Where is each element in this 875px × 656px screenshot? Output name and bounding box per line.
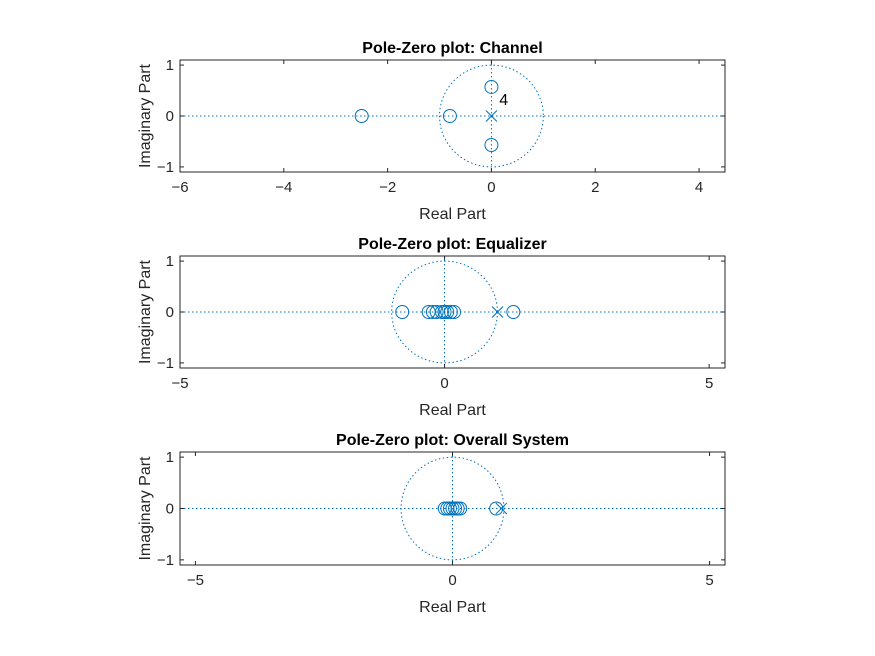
x-tick-label: 5 [705,572,713,589]
y-tick-label: 1 [166,449,174,466]
y-tick-label: 1 [166,57,174,74]
subplot-3: −5 0 5 −1 0 1 Pole-Zero plot: Overall System Re… [137,432,726,616]
y-tick-label: 1 [166,253,174,270]
zero-marker [484,79,499,94]
x-tick-label: −4 [275,179,292,196]
x-axis-label: Real Part [419,599,486,616]
zero-marker [506,305,521,319]
zero-marker [354,109,369,123]
zero-marker [447,305,462,319]
x-axis-label: Real Part [419,402,486,419]
x-tick-label: 0 [440,375,448,392]
subplot-title: Pole-Zero plot: Equalizer [358,236,546,253]
x-tick-label: −5 [187,572,204,589]
zero-marker [443,305,458,319]
plot-content [180,60,725,172]
y-tick-label: 0 [166,304,174,321]
zero-marker [437,305,452,319]
x-tick-label: −5 [171,375,188,392]
x-axis-label: Real Part [419,206,486,223]
zero-marker [484,138,499,153]
zero-marker [442,109,457,123]
x-tick-label: 0 [448,572,456,589]
y-tick-label: −1 [157,552,174,569]
y-axis-label: Imaginary Part [137,456,154,561]
pole-marker [495,502,508,515]
zero-marker [429,305,444,319]
zero-marker [425,305,440,319]
unit-circle [400,456,505,561]
pole-marker [491,306,504,318]
y-axis-label: Imaginary Part [137,259,154,364]
y-axis-label: Imaginary Part [137,63,154,168]
zero-marker [453,501,468,516]
plot-content [180,452,725,565]
x-tick-label: −2 [379,179,396,196]
y-tick-label: −1 [157,159,174,176]
unit-circle [439,64,544,168]
y-tick-label: 0 [166,501,174,518]
x-tick-label: 2 [591,179,599,196]
subplot-title: Pole-Zero plot: Channel [362,40,542,57]
zero-marker [434,305,449,319]
subplot-1: 4 −6 −4 −2 0 2 4 −1 0 1 Pole-Zero plot: Channel Rea… [137,40,726,223]
x-tick-label: −6 [171,179,188,196]
zero-marker [440,305,455,319]
plot-content [180,256,725,368]
zero-marker [395,305,410,319]
x-tick-label: 0 [487,179,495,196]
x-tick-label: 5 [705,375,713,392]
y-tick-label: 0 [166,108,174,125]
subplot-title: Pole-Zero plot: Overall System [336,432,569,449]
pole-marker [485,110,498,122]
y-tick-label: −1 [157,355,174,372]
zero-marker [489,501,504,516]
multiplicity-label: 4 [499,92,508,109]
subplot-2: −5 0 5 −1 0 1 Pole-Zero plot: Equalizer Real Pa… [137,236,726,419]
x-tick-label: 4 [695,179,703,196]
